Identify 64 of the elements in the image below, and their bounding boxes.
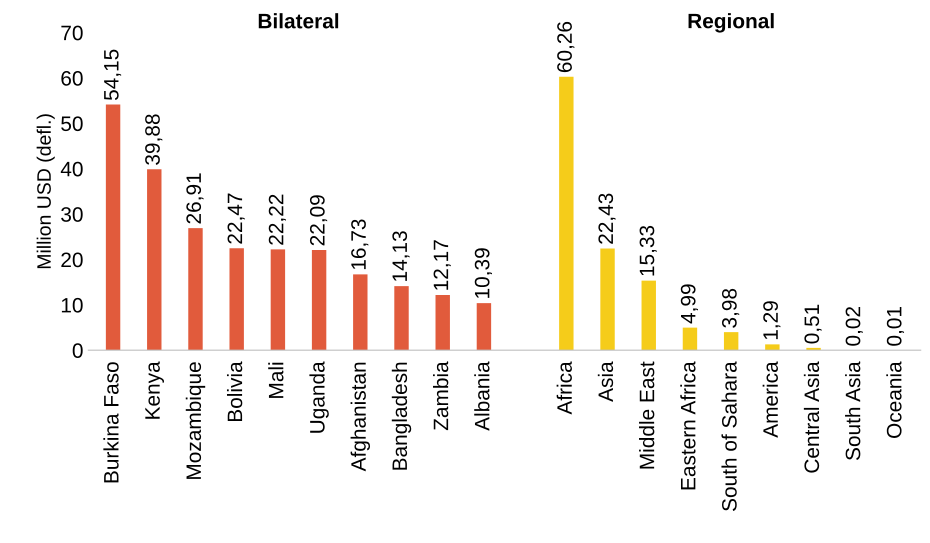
data-label: 0,51 [804, 304, 822, 344]
bar [188, 228, 203, 350]
x-tick-label: Central Asia [804, 361, 820, 473]
data-label: 39,88 [145, 114, 162, 165]
x-tick-label: Middle East [639, 361, 654, 468]
y-tick-label: 50 [61, 116, 83, 132]
bar [270, 249, 286, 350]
bar [476, 303, 492, 350]
x-tick-label: Asia [598, 361, 614, 402]
data-label: 22,43 [598, 194, 616, 244]
x-tick-label: Uganda [309, 361, 329, 433]
y-tick-label: 40 [60, 162, 83, 176]
data-label: 1,29 [763, 301, 780, 340]
x-tick-label: Burkina Faso [103, 362, 119, 482]
bar [642, 280, 656, 350]
data-label: 22,09 [310, 195, 328, 246]
x-tick-label: Eastern Africa [680, 361, 696, 490]
x-tick-label: Africa [556, 361, 572, 415]
x-tick-label: Bangladesh [392, 362, 412, 470]
x-tick-label: America [762, 361, 778, 438]
data-label: 3,98 [722, 288, 740, 328]
data-label: 54,15 [104, 50, 122, 100]
y-tick-label: 10 [62, 298, 83, 313]
data-label: 22,22 [268, 194, 286, 245]
bar [559, 76, 574, 350]
data-label: 22,47 [228, 194, 245, 244]
bar [724, 332, 738, 350]
x-tick-label: South Asia [845, 361, 860, 460]
bar [353, 274, 368, 350]
x-tick-label: Albania [474, 361, 490, 431]
data-label: 0,01 [886, 307, 904, 346]
bar [600, 248, 615, 350]
y-axis-title: Million USD (defl.) [36, 114, 55, 268]
y-tick-label: 70 [61, 26, 83, 40]
x-tick-label: Mali [268, 362, 284, 398]
y-tick-label: 20 [61, 252, 83, 268]
y-tick-label: 30 [61, 207, 83, 222]
y-tick-label: 60 [61, 70, 83, 86]
x-tick-label: Zambia [433, 361, 448, 430]
data-label: 14,13 [392, 231, 410, 281]
bar [147, 169, 162, 350]
bar [106, 104, 120, 350]
data-label: 60,26 [557, 22, 574, 72]
data-label: 10,39 [474, 248, 492, 298]
x-tick-label: Oceania [886, 361, 902, 438]
data-label: 0,02 [846, 307, 863, 346]
text: Regional [688, 13, 774, 33]
data-label: 16,73 [351, 219, 368, 270]
x-tick-label: Bolivia [226, 361, 242, 422]
bar [229, 248, 244, 350]
x-tick-label: Kenya [145, 361, 164, 419]
bar [312, 250, 326, 350]
data-label: 4,99 [680, 284, 698, 324]
x-tick-label: South of Sahara [721, 361, 737, 511]
x-tick-label: Mozambique [186, 362, 206, 479]
data-label: 15,33 [640, 226, 657, 276]
x-tick-label: Afghanistan [350, 362, 370, 472]
data-label: 26,91 [186, 173, 204, 224]
bar [436, 295, 450, 350]
text: Bilateral [258, 13, 338, 28]
y-tick-label: 0 [72, 343, 83, 358]
bar [394, 286, 409, 350]
bar [682, 328, 698, 350]
data-label: 12,17 [434, 240, 451, 290]
